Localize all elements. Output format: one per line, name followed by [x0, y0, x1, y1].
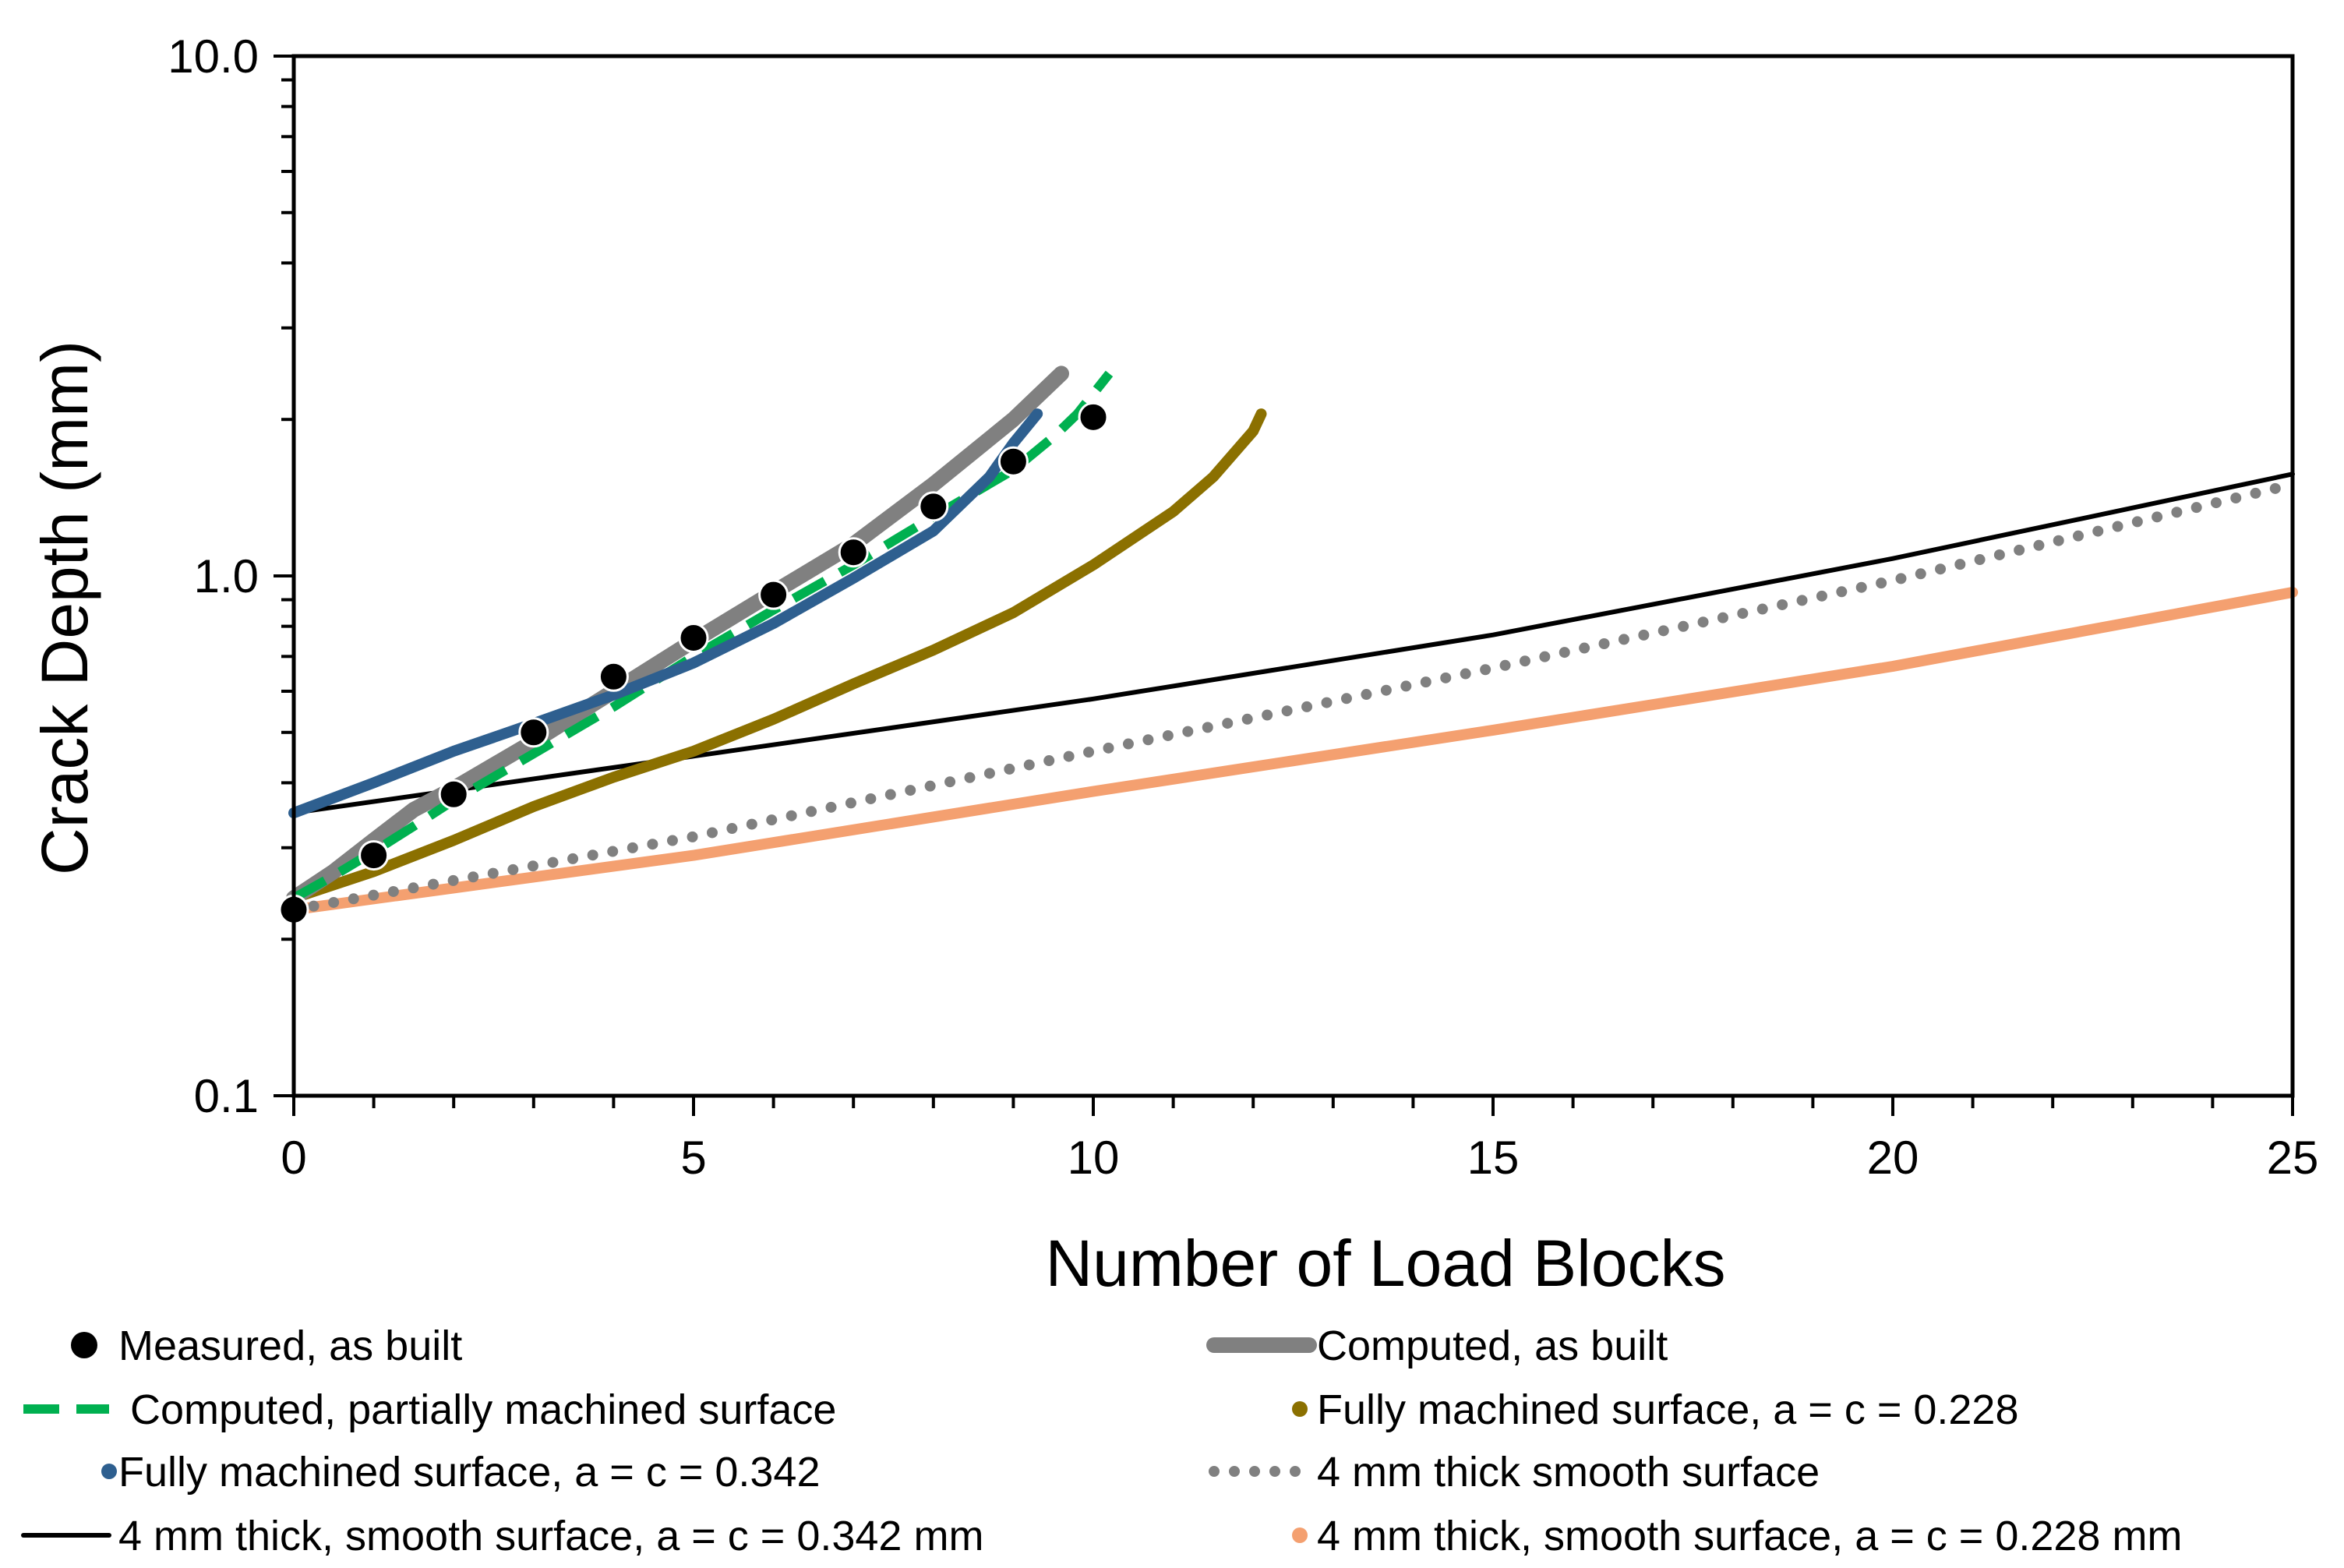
marker-measured — [518, 717, 549, 748]
marker-measured — [758, 579, 789, 610]
y-tick-label: 1.0 — [194, 550, 259, 602]
series-layer — [278, 366, 2298, 925]
x-tick-label: 15 — [1467, 1132, 1520, 1184]
legend-label: 4 mm thick, smooth surface, a = c = 0.22… — [1317, 1513, 2182, 1559]
legend-label: 4 mm thick smooth surface — [1317, 1449, 1820, 1496]
marker-measured — [997, 446, 1029, 477]
x-tick-label: 0 — [281, 1132, 306, 1184]
x-axis-title: Number of Load Blocks — [1045, 1227, 1725, 1300]
series-line-smooth_342 — [291, 471, 2295, 816]
x-tick-label: 10 — [1068, 1132, 1120, 1184]
x-tick-label: 25 — [2267, 1132, 2319, 1184]
legend-item-smooth_4mm_dotted: 4 mm thick smooth surface — [1209, 1449, 1820, 1496]
axes-layer: 0 5 10 15 20 25 0.1 1.0 10.0 — [168, 30, 2318, 1184]
marker-measured — [1078, 401, 1109, 433]
legend-item-smooth_228: 4 mm thick, smooth surface, a = c = 0.22… — [1292, 1513, 2182, 1559]
series-line-computed_partial — [291, 370, 1114, 902]
series-line-fully_228 — [288, 408, 1267, 904]
series-line-fully_342 — [288, 408, 1043, 819]
plot-frame — [291, 54, 2295, 1098]
legend-swatch-fully_342 — [101, 1464, 117, 1479]
series-line-smooth_228 — [288, 587, 2298, 916]
marker-measured — [678, 622, 709, 653]
legend-item-computed_partial: Computed, partially machined surface — [23, 1386, 836, 1433]
legend-label: Fully machined surface, a = c = 0.228 — [1317, 1386, 2019, 1433]
y-axis-title: Crack Depth (mm) — [28, 341, 101, 875]
legend-item-computed_as_built: Computed, as built — [1206, 1323, 1668, 1369]
series-line-smooth_4mm_dotted — [288, 479, 2298, 916]
legend-label: Fully machined surface, a = c = 0.342 — [118, 1449, 821, 1496]
x-tick-label: 20 — [1867, 1132, 1919, 1184]
legend-item-fully_228: Fully machined surface, a = c = 0.228 — [1292, 1386, 2019, 1433]
marker-measured — [838, 537, 869, 568]
y-tick-label: 10.0 — [168, 30, 259, 83]
legend-swatch-fully_228 — [1292, 1401, 1308, 1417]
marker-measured — [438, 779, 469, 810]
marker-measured — [598, 661, 629, 692]
marker-measured — [918, 491, 949, 522]
legend: Measured, as built Computed, as built Com… — [21, 1323, 2182, 1559]
legend-label: Measured, as built — [118, 1323, 462, 1369]
legend-item-measured: Measured, as built — [71, 1323, 462, 1369]
y-tick-label: 0.1 — [194, 1070, 259, 1122]
legend-label: 4 mm thick, smooth surface, a = c = 0.34… — [118, 1513, 983, 1559]
marker-measured — [358, 840, 390, 871]
x-tick-label: 5 — [680, 1132, 706, 1184]
legend-item-smooth_342: 4 mm thick, smooth surface, a = c = 0.34… — [21, 1513, 983, 1559]
legend-label: Computed, as built — [1317, 1323, 1668, 1369]
legend-swatch-smooth_228 — [1292, 1527, 1308, 1543]
legend-swatch-measured — [71, 1332, 97, 1358]
legend-label: Computed, partially machined surface — [118, 1386, 836, 1433]
legend-item-fully_342: Fully machined surface, a = c = 0.342 — [101, 1449, 821, 1496]
